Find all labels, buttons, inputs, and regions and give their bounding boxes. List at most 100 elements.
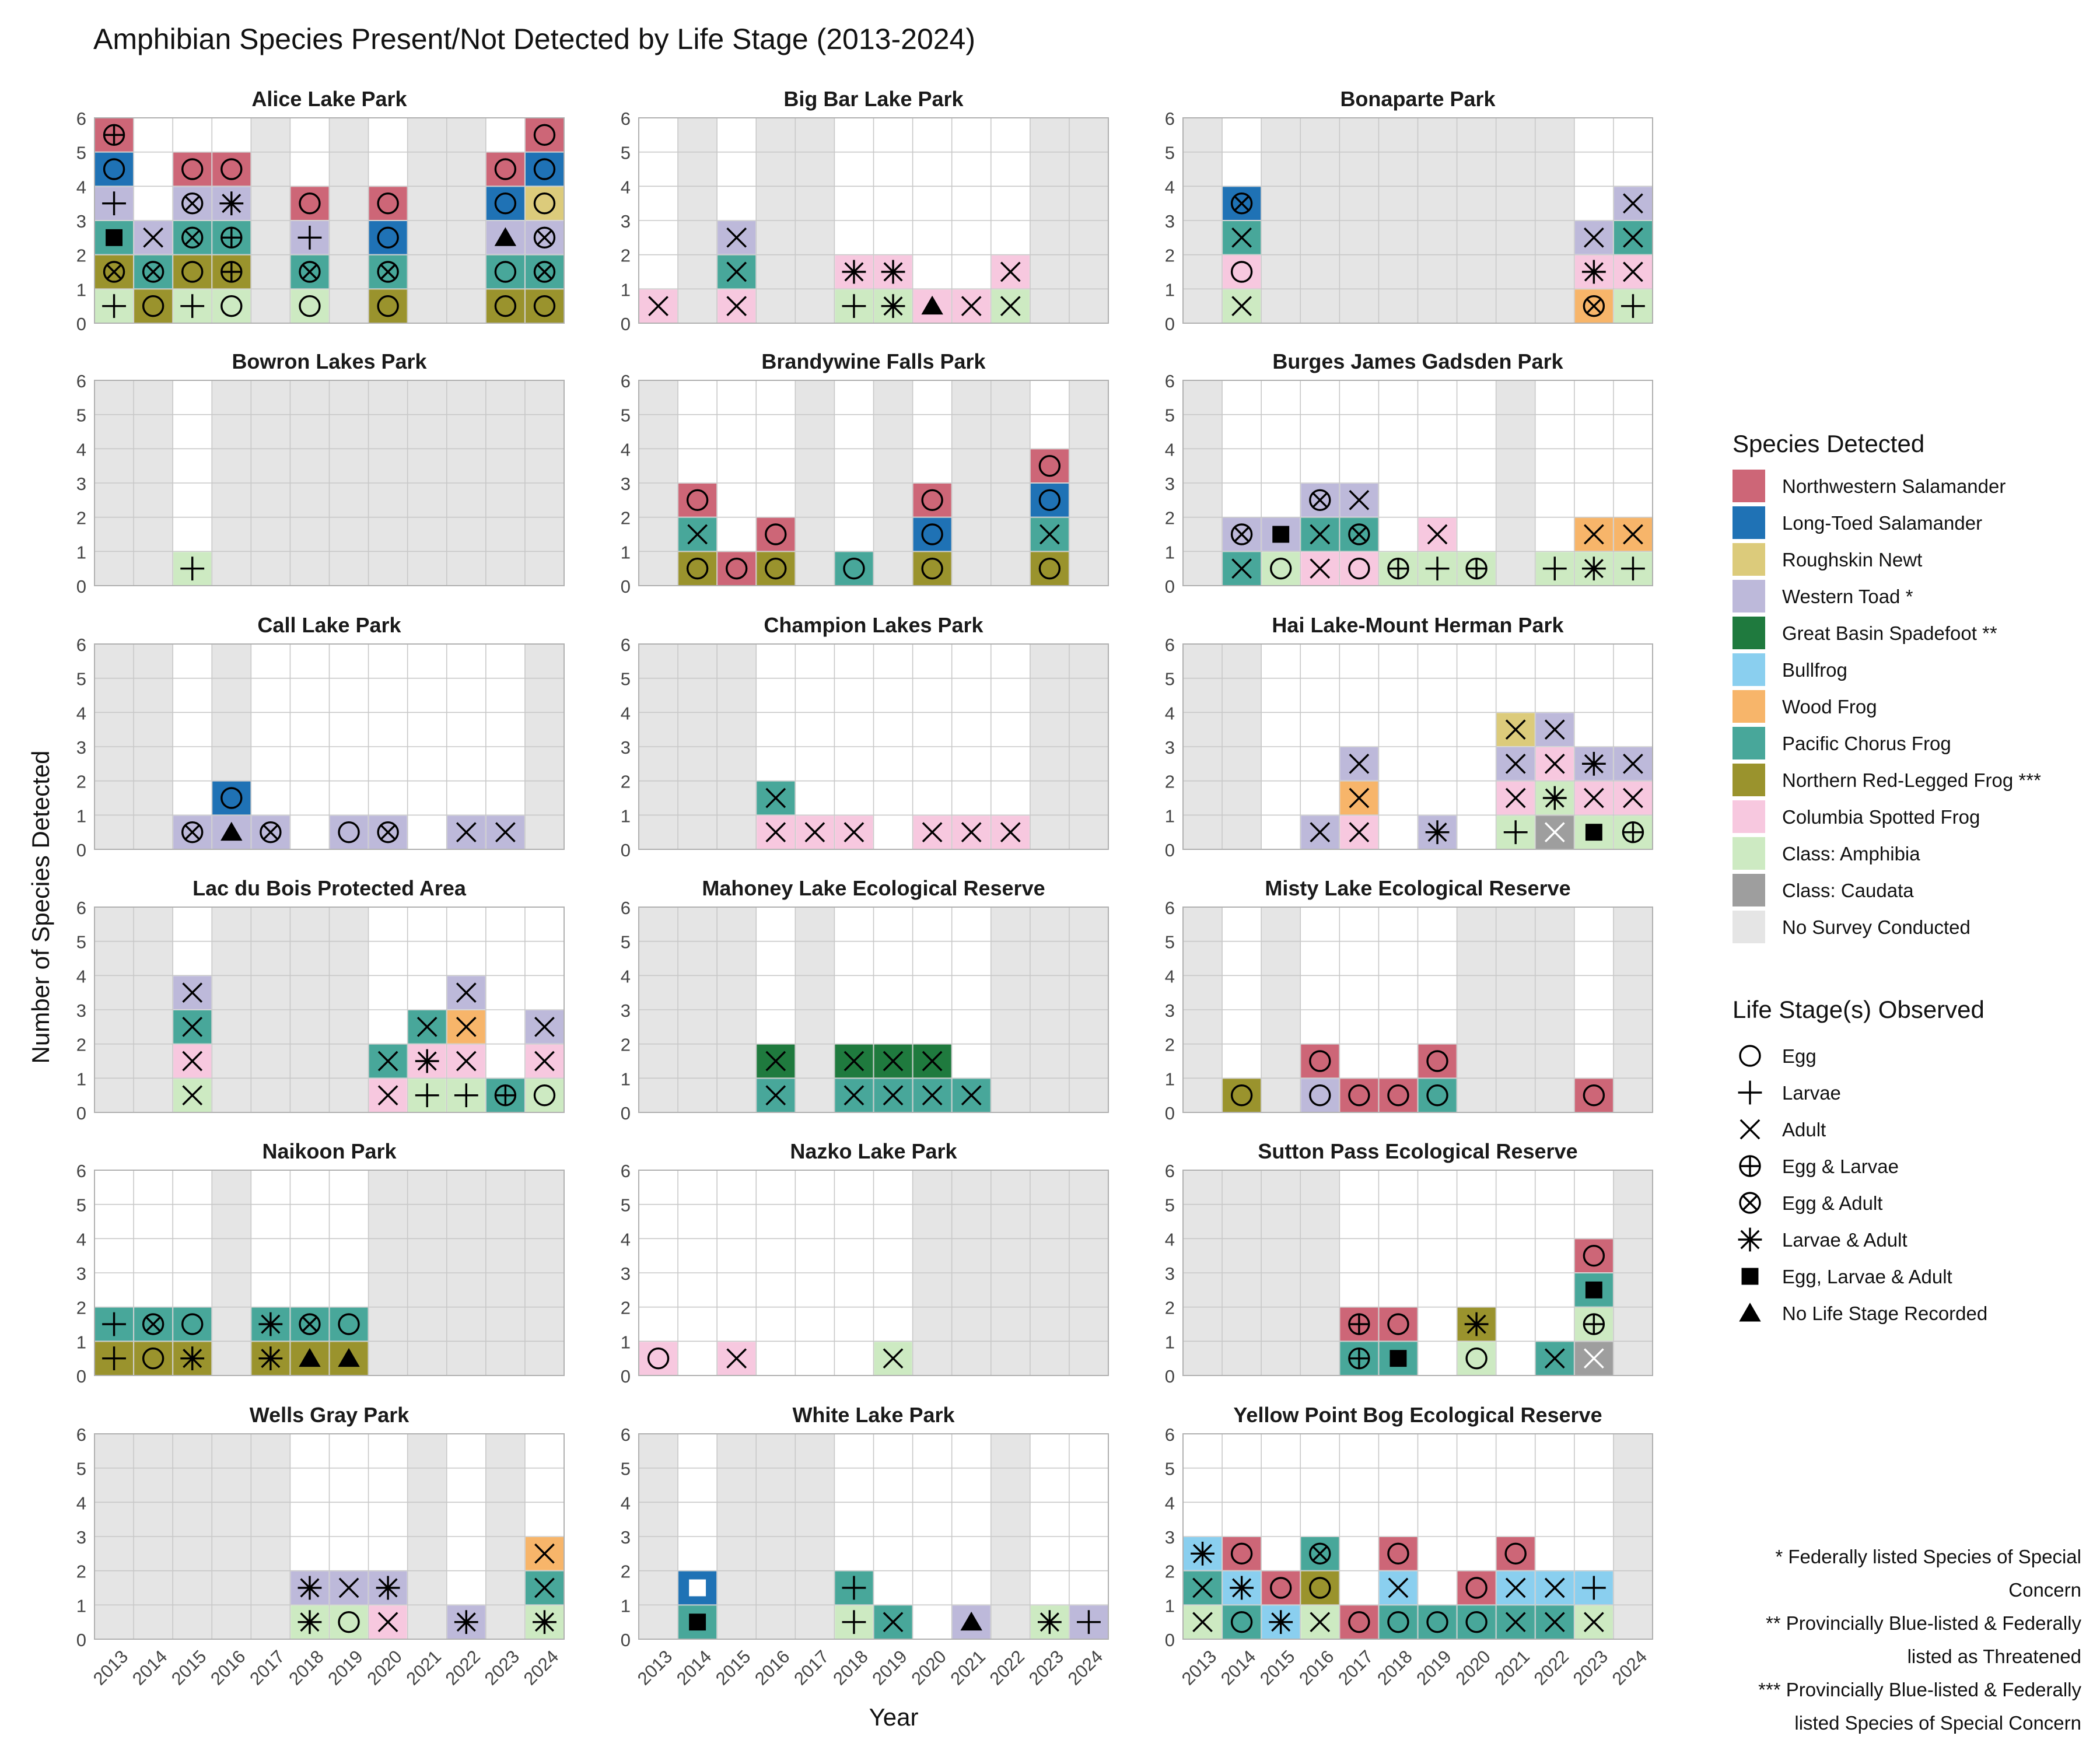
legend-label: Long-Toed Salamander	[1782, 512, 1982, 534]
y-tick-label: 2	[1165, 246, 1175, 266]
species-tile	[212, 152, 251, 186]
y-tick-label: 6	[1165, 1424, 1175, 1445]
y-tick-label: 4	[621, 966, 631, 986]
y-tick-label: 0	[621, 1630, 631, 1650]
life-stage-symbol	[1387, 1542, 1409, 1565]
life-stage-symbol	[1348, 1084, 1370, 1107]
y-tick-label: 0	[1165, 840, 1175, 860]
life-stage-symbol	[1038, 557, 1061, 580]
x-tick-label: 2013	[634, 1646, 677, 1689]
species-tile	[913, 552, 951, 585]
species-tile	[1418, 1079, 1457, 1112]
life-stage-symbol	[1739, 1045, 1761, 1067]
life-stage-symbol	[921, 523, 943, 545]
life-stage-symbol	[842, 260, 866, 284]
y-tick-label: 0	[76, 314, 86, 334]
y-tick-label: 5	[1165, 143, 1175, 163]
life-stage-symbol	[726, 557, 748, 580]
life-stage-symbol	[1581, 556, 1606, 581]
species-tile	[369, 187, 407, 220]
life-stage-symbol	[1623, 753, 1643, 774]
life-stage-symbol	[106, 229, 123, 246]
y-tick-label: 3	[76, 1264, 86, 1284]
facet-panel: Bowron Lakes Park 0 1 2 3 4 5 6	[76, 349, 565, 597]
life-stage-symbol	[1230, 1611, 1253, 1633]
life-stage-symbol	[533, 192, 556, 215]
y-tick-label: 5	[1165, 932, 1175, 953]
facet-panel: Mahoney Lake Ecological Reserve 0 1 2 3 4 5 6	[621, 876, 1109, 1124]
facet-panel: Hai Lake-Mount Herman Park 0 1 2 3 4 5 6	[1165, 613, 1653, 860]
y-tick-label: 5	[1165, 669, 1175, 690]
life-stage-symbol	[142, 1313, 164, 1335]
life-stage-symbol	[494, 158, 517, 180]
legend-label: Pacific Chorus Frog	[1782, 733, 1951, 754]
species-tile	[757, 552, 795, 585]
life-stage-symbol	[1465, 1611, 1488, 1633]
life-stage-symbol	[181, 261, 204, 283]
legend-label: Roughskin Newt	[1782, 549, 1922, 570]
y-tick-label: 4	[76, 1229, 86, 1250]
footnote-line: Concern	[2008, 1579, 2081, 1601]
species-tile	[1030, 449, 1069, 482]
legend-label: Western Toad *	[1782, 586, 1913, 607]
life-stage-symbol	[1272, 526, 1290, 543]
life-stage-symbol	[1505, 1612, 1526, 1633]
chart-title: Amphibian Species Present/Not Detected b…	[93, 23, 976, 55]
life-stage-symbol	[1425, 820, 1450, 845]
panel-border	[94, 1433, 565, 1640]
life-stage-symbol	[299, 295, 321, 317]
life-stage-symbol	[1388, 1577, 1409, 1598]
y-tick-label: 6	[1165, 371, 1175, 391]
life-stage-symbol	[1387, 1313, 1409, 1335]
species-tile	[1574, 1079, 1613, 1112]
y-tick-label: 2	[1165, 1298, 1175, 1318]
life-stage-symbol	[1310, 524, 1331, 545]
species-tile	[525, 187, 564, 220]
x-tick-label: 2018	[285, 1646, 328, 1689]
life-stage-symbol	[1309, 489, 1331, 512]
life-stage-symbol	[1584, 227, 1604, 248]
species-tile	[639, 1342, 678, 1375]
life-stage-symbol	[922, 822, 943, 843]
life-stage-symbol	[103, 261, 125, 283]
legend-label: No Survey Conducted	[1782, 916, 1971, 938]
y-tick-label: 2	[621, 772, 631, 792]
species-tile	[330, 1307, 368, 1341]
x-tick-label: 2019	[324, 1646, 367, 1689]
life-stage-symbol	[534, 1543, 555, 1564]
y-tick-label: 5	[1165, 1459, 1175, 1479]
y-tick-label: 0	[76, 576, 86, 597]
life-stage-symbol	[180, 294, 205, 318]
species-tile	[1340, 1079, 1378, 1112]
species-tile	[678, 552, 717, 585]
life-stage-symbol	[142, 295, 164, 317]
life-stage-symbol	[299, 261, 321, 283]
y-tick-label: 2	[76, 772, 86, 792]
life-stage-legend-label: Egg & Adult	[1782, 1192, 1882, 1214]
life-stage-symbol	[1426, 1611, 1448, 1633]
species-tile	[486, 152, 524, 186]
life-stage-symbol	[1583, 295, 1605, 317]
life-stage-symbol	[686, 557, 709, 580]
life-stage-symbol	[456, 822, 477, 843]
y-tick-label: 2	[76, 508, 86, 528]
species-legend-title: Species Detected	[1732, 430, 1924, 457]
life-stage-symbol	[1348, 523, 1370, 545]
x-tick-label: 2015	[167, 1646, 211, 1689]
y-tick-label: 0	[1165, 314, 1175, 334]
y-tick-label: 6	[76, 898, 86, 918]
life-stage-symbol	[1349, 788, 1370, 808]
life-stage-symbol	[298, 225, 322, 250]
y-tick-label: 3	[1165, 737, 1175, 758]
panel-title: Misty Lake Ecological Reserve	[1265, 876, 1570, 900]
y-tick-label: 2	[621, 1298, 631, 1318]
facet-panel: Wells Gray Park0123456201320142015201620…	[76, 1403, 565, 1689]
life-stage-symbol	[415, 1083, 439, 1108]
y-tick-label: 6	[1165, 108, 1175, 129]
x-tick-label: 2014	[1217, 1646, 1260, 1689]
panel-title: Alice Lake Park	[251, 87, 407, 111]
y-tick-label: 3	[76, 1527, 86, 1548]
facet-panel: Lac du Bois Protected Area 0 1 2 3 4 5 6	[76, 876, 565, 1124]
legend-swatch	[1732, 874, 1765, 907]
life-stage-symbol	[687, 524, 708, 545]
